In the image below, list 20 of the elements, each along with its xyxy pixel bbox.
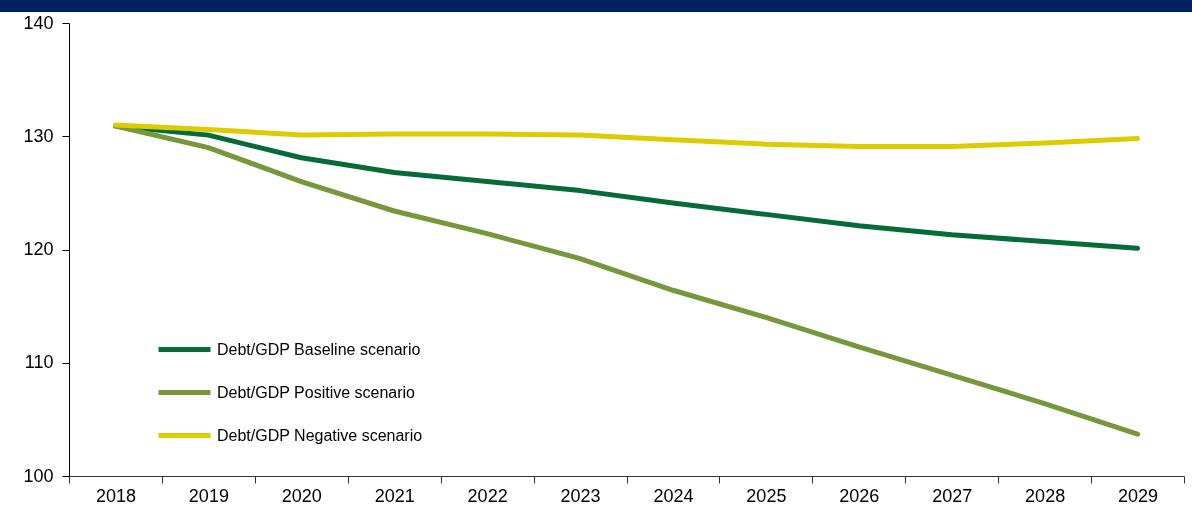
legend-label: Debt/GDP Negative scenario <box>217 426 423 444</box>
x-tick-label: 2020 <box>281 485 322 506</box>
x-tick-label: 2027 <box>932 485 973 506</box>
x-tick-label: 2029 <box>1118 485 1159 506</box>
x-tick-label: 2026 <box>839 485 880 506</box>
legend-label: Debt/GDP Positive scenario <box>217 383 416 401</box>
x-tick-label: 2022 <box>467 485 508 506</box>
x-tick-label: 2024 <box>653 485 694 506</box>
y-tick-label: 130 <box>23 125 54 146</box>
x-tick-label: 2019 <box>188 485 229 506</box>
y-tick-label: 120 <box>23 239 54 259</box>
x-tick-label: 2023 <box>560 485 601 506</box>
x-tick-label: 2025 <box>746 485 787 506</box>
y-tick-label: 100 <box>23 465 54 486</box>
y-tick-label: 140 <box>23 12 54 33</box>
x-tick-label: 2021 <box>374 485 415 506</box>
x-tick-label: 2028 <box>1025 485 1066 506</box>
y-tick-label: 110 <box>24 352 54 373</box>
x-tick-label: 2018 <box>95 485 136 506</box>
legend-label: Debt/GDP Baseline scenario <box>217 340 421 358</box>
